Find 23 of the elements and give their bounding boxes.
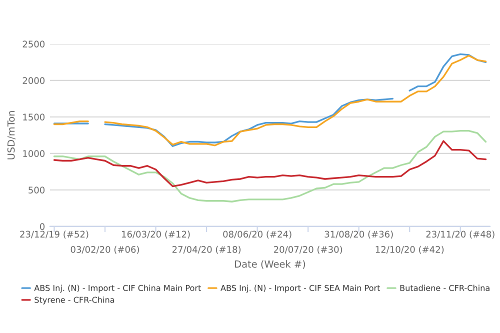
y-tick-label: 500 xyxy=(28,186,45,194)
y-tick-label: 1000 xyxy=(23,150,45,158)
y-tick-label: 2500 xyxy=(22,40,45,48)
line-series xyxy=(53,130,487,202)
y-axis-title: USD/mTon xyxy=(7,111,16,160)
y-tick-label: 1500 xyxy=(23,114,45,121)
x-tick-label: 31/08/20 (#36) xyxy=(324,230,393,239)
x-tick-label: 23/11/20 (#48) xyxy=(426,230,494,239)
legend-label: ABS Inj. (N) - Import - CIF China Main Port xyxy=(34,284,201,293)
y-tick-label: 2000 xyxy=(22,77,45,84)
x-tick-label: 23/12/19 (#52) xyxy=(20,230,88,239)
line-series xyxy=(53,140,487,188)
x-tick-label: 08/06/20 (#24) xyxy=(223,230,292,239)
y-tick-label: 0 xyxy=(40,223,45,230)
legend-label: Styrene - CFR-China xyxy=(34,296,114,304)
x-tick-label: 03/02/20 (#06) xyxy=(70,246,139,254)
x-tick-label: 16/03/20 (#12) xyxy=(122,230,190,239)
legend-label: ABS Inj. (N) - Import - CIF SEA Main Port xyxy=(220,284,380,293)
x-axis-title: Date (Week #) xyxy=(235,260,306,269)
x-tick-label: 27/04/20 (#18) xyxy=(172,246,241,254)
x-tick-label: 12/10/20 (#42) xyxy=(376,246,444,254)
x-tick-label: 20/07/20 (#30) xyxy=(274,246,342,254)
legend-label: Butadiene - CFR-China xyxy=(400,284,490,292)
